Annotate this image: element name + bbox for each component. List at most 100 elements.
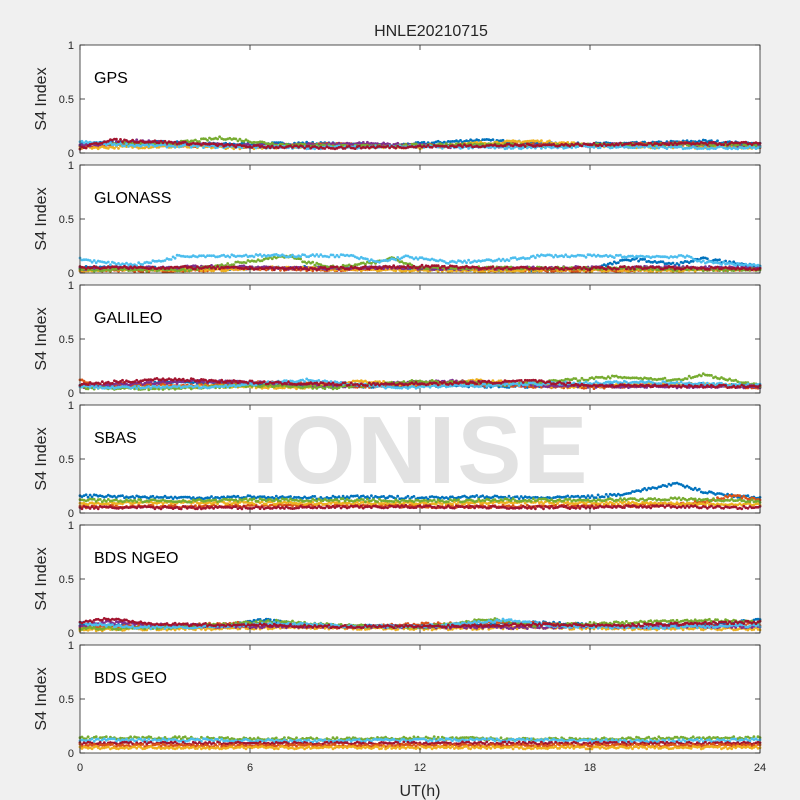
data-point [115,137,118,141]
data-point [173,140,177,144]
data-point [368,267,371,271]
data-point [210,146,213,150]
data-point [701,259,705,263]
data-point [246,142,250,146]
data-point [574,145,578,149]
data-point [82,141,86,145]
data-point [335,265,339,269]
data-point [724,140,727,144]
data-point [260,140,264,144]
data-point [106,142,110,146]
data-point [552,255,555,259]
data-point [616,261,620,264]
data-point [353,144,357,148]
data-point [673,145,677,149]
data-point [471,139,474,143]
data-point [386,144,389,148]
data-point [145,269,149,273]
data-point [616,143,620,147]
data-point [610,146,614,150]
data-point [183,143,187,147]
data-point [404,266,408,270]
data-point [234,145,238,149]
data-point [701,138,705,142]
y-tick-label: 0.5 [59,94,74,106]
data-point [92,259,96,262]
data-point [455,142,458,146]
data-point [479,140,483,144]
data-point [246,267,250,271]
data-point [167,144,171,148]
data-point [685,139,689,143]
data-point [420,263,424,267]
data-point [183,140,187,144]
data-point [653,147,657,150]
data-point [331,253,335,257]
data-point [212,144,216,148]
data-point [185,139,189,143]
data-point [481,142,485,146]
data-point [712,269,715,272]
data-point [394,258,398,262]
data-point [361,141,365,144]
data-point [226,137,230,141]
data-point [497,142,501,146]
data-point [414,142,418,146]
data-point [722,260,725,264]
data-point [357,144,361,148]
data-point [236,139,240,143]
data-point [531,142,535,145]
data-point [505,147,509,150]
data-point [629,146,632,149]
data-point [616,145,620,149]
data-point [685,146,689,150]
data-point [396,141,400,145]
data-point [517,139,521,143]
data-point [604,268,608,271]
data-point [337,141,341,145]
data-point [141,143,145,147]
data-point [194,138,197,142]
data-point [382,141,385,145]
data-point [685,143,689,147]
data-point [189,139,193,143]
data-point [720,263,723,266]
data-point [315,143,319,146]
data-point [722,143,725,147]
data-point [366,140,369,144]
data-point [465,139,468,143]
data-point [679,145,683,149]
data-point [616,267,620,271]
data-point [525,146,529,150]
data-point [548,139,551,143]
data-point [430,145,434,149]
data-point [507,145,511,148]
data-point [507,139,511,143]
data-point [592,146,596,149]
data-point [204,137,207,141]
data-point [596,146,600,150]
data-point [430,141,434,145]
data-point [744,144,748,147]
data-point [125,142,128,146]
data-point [677,145,681,149]
data-point [327,267,331,271]
data-point [728,140,731,144]
panel-label: GPS [94,70,128,87]
data-point [157,145,161,149]
data-point [455,139,458,143]
data-point [505,139,509,143]
data-point [521,146,525,150]
data-point [459,139,462,142]
data-point [582,144,586,148]
data-point [610,262,614,266]
data-point [127,267,130,271]
data-point [584,255,588,259]
data-point [566,145,570,149]
data-point [451,140,454,143]
data-point [276,141,280,145]
data-point [202,146,205,150]
